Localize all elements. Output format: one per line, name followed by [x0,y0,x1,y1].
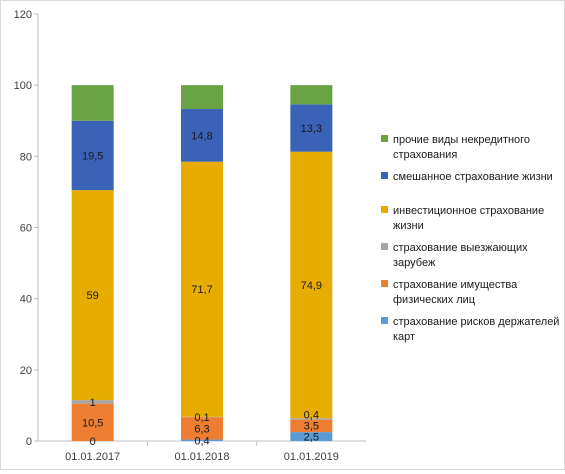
legend-label: страхование выезжающих [393,242,528,254]
y-tick-label: 80 [20,151,32,163]
bar-segment [290,85,332,104]
legend-swatch [381,280,388,287]
legend-label: карт [393,331,415,343]
data-label: 74,9 [301,280,322,292]
x-tick-label: 01.01.2018 [174,451,229,463]
data-label: 1 [90,397,96,409]
y-tick-label: 60 [20,223,32,235]
legend-label: смешанное страхование жизни [393,171,553,183]
legend-swatch [381,206,388,213]
data-label: 6,3 [194,423,209,435]
data-label: 19,5 [82,150,103,162]
data-label: 14,8 [191,130,212,142]
data-label: 71,7 [191,284,212,296]
data-label: 59 [87,290,99,302]
data-label: 0,1 [194,412,209,424]
legend-label: зарубеж [393,257,436,269]
data-label: 3,5 [304,421,319,433]
bar-segment [181,85,223,109]
data-label: 0,4 [194,435,209,447]
y-tick-label: 0 [26,436,32,448]
legend-swatch [381,317,388,324]
legend: прочие виды некредитного страхования смеша… [381,134,559,343]
y-tick-label: 40 [20,294,32,306]
legend-label: прочие виды некредитного [393,134,530,146]
y-tick-label: 120 [14,9,32,21]
bar-segment [72,85,114,121]
legend-swatch [381,172,388,179]
legend-label: жизни [393,220,424,232]
x-tick-label: 01.01.2019 [284,451,339,463]
legend-label: физических лиц [393,294,476,306]
data-label: 0,4 [304,410,319,422]
legend-label: страхования [393,149,457,161]
y-tick-label: 20 [20,365,32,377]
data-label: 10,5 [82,417,103,429]
legend-label: страхование имущества [393,279,518,291]
legend-swatch [381,243,388,250]
data-label: 2,5 [304,432,319,444]
x-tick-label: 01.01.2017 [65,451,120,463]
legend-label: страхование рисков держателей [393,316,559,328]
y-tick-label: 100 [14,80,32,92]
data-label: 0 [90,436,96,448]
legend-label: инвестиционное страхование [393,205,544,217]
legend-swatch [381,135,388,142]
data-label: 13,3 [301,123,322,135]
